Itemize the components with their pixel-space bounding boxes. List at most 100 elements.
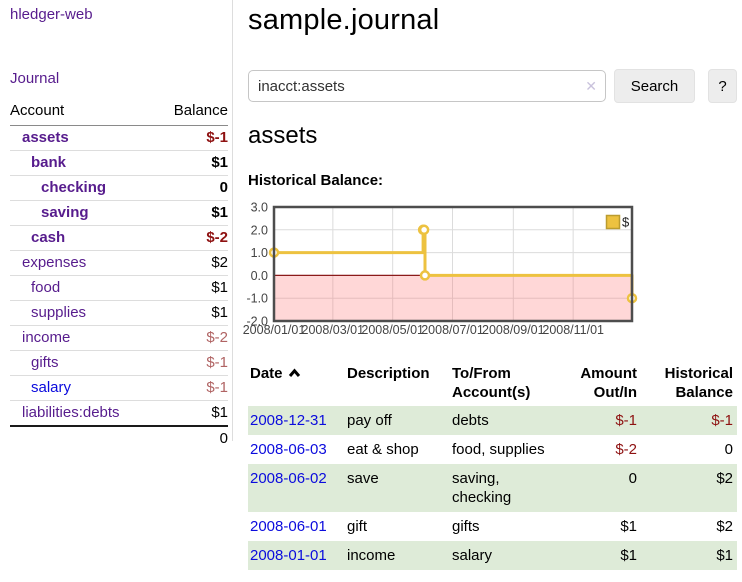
accounts-total-value: 0 xyxy=(155,425,228,451)
account-balance: $-2 xyxy=(155,325,228,351)
transaction-amount: $-1 xyxy=(615,412,637,429)
chart-y-ticks: 3.0 2.0 1.0 0.0 -1.0 -2.0 xyxy=(246,201,268,329)
svg-text:2008/11/01: 2008/11/01 xyxy=(542,323,604,337)
account-balance: $-1 xyxy=(155,350,228,376)
register-row: 2008-01-01 income salary $1 $1 xyxy=(248,541,737,570)
svg-text:0.0: 0.0 xyxy=(251,269,268,283)
account-row: cash $-2 xyxy=(10,225,228,251)
account-link-liabilities-debts[interactable]: liabilities:debts xyxy=(22,404,120,421)
accounts-table: Account Balance assets $-1 bank $1 check… xyxy=(10,100,228,451)
account-row: gifts $-1 xyxy=(10,350,228,376)
transaction-accounts: gifts xyxy=(452,518,480,535)
transaction-amount: $1 xyxy=(620,518,637,535)
transaction-date-link[interactable]: 2008-12-31 xyxy=(250,412,327,429)
transaction-description: income xyxy=(347,547,396,564)
chart-x-ticks: 2008/01/012008/03/012008/05/012008/07/01… xyxy=(243,323,604,337)
account-row: salary $-1 xyxy=(10,375,228,401)
accounts-total-row: 0 xyxy=(10,425,228,451)
account-row: expenses $2 xyxy=(10,250,228,276)
transaction-balance: 0 xyxy=(724,441,733,458)
register-header-date: Date xyxy=(248,359,345,406)
transaction-description: save xyxy=(347,470,379,487)
chart-legend-label: $ xyxy=(622,215,630,230)
transaction-accounts: salary xyxy=(452,547,493,564)
svg-text:-1.0: -1.0 xyxy=(246,292,268,306)
account-link-gifts[interactable]: gifts xyxy=(31,354,59,371)
register-row: 2008-06-02 save saving, checking 0 $2 xyxy=(248,464,737,512)
account-balance: $1 xyxy=(155,200,228,226)
transaction-date-link[interactable]: 2008-06-02 xyxy=(250,470,327,487)
svg-text:2008/07/01: 2008/07/01 xyxy=(421,323,484,337)
account-link-bank[interactable]: bank xyxy=(31,154,67,171)
account-heading: assets xyxy=(248,122,318,149)
register-row: 2008-06-03 eat & shop food, supplies $-2… xyxy=(248,435,737,464)
register-header-amount: Amount Out/In xyxy=(580,365,637,401)
account-link-income[interactable]: income xyxy=(22,329,71,346)
account-link-supplies[interactable]: supplies xyxy=(31,304,87,321)
transaction-date-link[interactable]: 2008-01-01 xyxy=(250,547,327,564)
account-row: supplies $1 xyxy=(10,300,228,326)
account-balance: $-1 xyxy=(155,375,228,401)
balance-chart-svg: $ 2008/01/012008/03/012008/05/012008/07/… xyxy=(243,201,638,337)
transaction-amount: $1 xyxy=(620,547,637,564)
transaction-date-link[interactable]: 2008-06-03 xyxy=(250,441,327,458)
account-row: saving $1 xyxy=(10,200,228,226)
account-link-checking[interactable]: checking xyxy=(41,179,107,196)
transaction-description: gift xyxy=(347,518,368,535)
register-header-accounts: To/From Account(s) xyxy=(452,365,531,401)
svg-text:2008/09/01: 2008/09/01 xyxy=(482,323,545,337)
account-link-cash[interactable]: cash xyxy=(31,229,66,246)
accounts-header-account: Account xyxy=(10,100,156,126)
transaction-accounts: debts xyxy=(452,412,489,429)
svg-text:3.0: 3.0 xyxy=(251,201,268,215)
register-header-description: Description xyxy=(347,365,430,382)
sort-ascending-icon xyxy=(288,364,301,383)
transaction-balance: $2 xyxy=(716,470,733,487)
account-balance: $1 xyxy=(155,300,228,326)
historical-balance-chart[interactable]: $ 2008/01/01 2008/03/01 2008/05/01 2008/07/… xyxy=(240,201,640,343)
account-row: income $-2 xyxy=(10,325,228,351)
chart-legend-swatch xyxy=(605,214,621,230)
account-balance: 0 xyxy=(155,175,228,201)
accounts-header-balance: Balance xyxy=(155,100,228,126)
chart-negative-region xyxy=(274,275,632,321)
search-input[interactable] xyxy=(248,70,606,102)
account-row: liabilities:debts $1 xyxy=(10,400,228,426)
register-header-balance: Historical Balance xyxy=(664,365,733,401)
transaction-balance: $2 xyxy=(716,518,733,535)
account-row: food $1 xyxy=(10,275,228,301)
chart-title: Historical Balance: xyxy=(248,172,384,189)
transaction-date-link[interactable]: 2008-06-01 xyxy=(250,518,327,535)
account-link-food[interactable]: food xyxy=(31,279,61,296)
transaction-accounts: saving, checking xyxy=(452,470,512,506)
account-balance: $-2 xyxy=(155,225,228,251)
clear-search-icon[interactable]: ✕ xyxy=(585,78,597,94)
brand-link[interactable]: hledger-web xyxy=(10,6,93,23)
page-title: sample.journal xyxy=(248,4,440,36)
transaction-balance: $-1 xyxy=(711,412,733,429)
search-form: ✕ Search ? xyxy=(248,69,737,103)
register-row: 2008-12-31 pay off debts $-1 $-1 xyxy=(248,406,737,435)
transaction-accounts: food, supplies xyxy=(452,441,545,458)
account-balance: $2 xyxy=(155,250,228,276)
svg-text:2008/01/01: 2008/01/01 xyxy=(243,323,306,337)
account-row: assets $-1 xyxy=(10,126,228,151)
main-content: sample.journal ✕ Search ? assets Histori… xyxy=(243,0,737,582)
register-table: Date Description To/From Account(s) Amou… xyxy=(248,359,737,570)
account-link-salary[interactable]: salary xyxy=(31,379,72,396)
transaction-amount: $-2 xyxy=(615,441,637,458)
account-link-assets[interactable]: assets xyxy=(22,129,69,146)
search-button[interactable]: Search xyxy=(614,69,696,103)
sidebar-item-journal[interactable]: Journal xyxy=(10,70,60,87)
transaction-description: eat & shop xyxy=(347,441,419,458)
register-row: 2008-06-01 gift gifts $1 $2 xyxy=(248,512,737,541)
account-link-expenses[interactable]: expenses xyxy=(22,254,87,271)
chart-border xyxy=(272,205,634,323)
account-row: bank $1 xyxy=(10,150,228,176)
account-balance: $1 xyxy=(155,400,228,426)
svg-text:2.0: 2.0 xyxy=(251,223,268,237)
account-link-saving[interactable]: saving xyxy=(41,204,89,221)
help-button[interactable]: ? xyxy=(708,69,737,103)
transaction-description: pay off xyxy=(347,412,392,429)
